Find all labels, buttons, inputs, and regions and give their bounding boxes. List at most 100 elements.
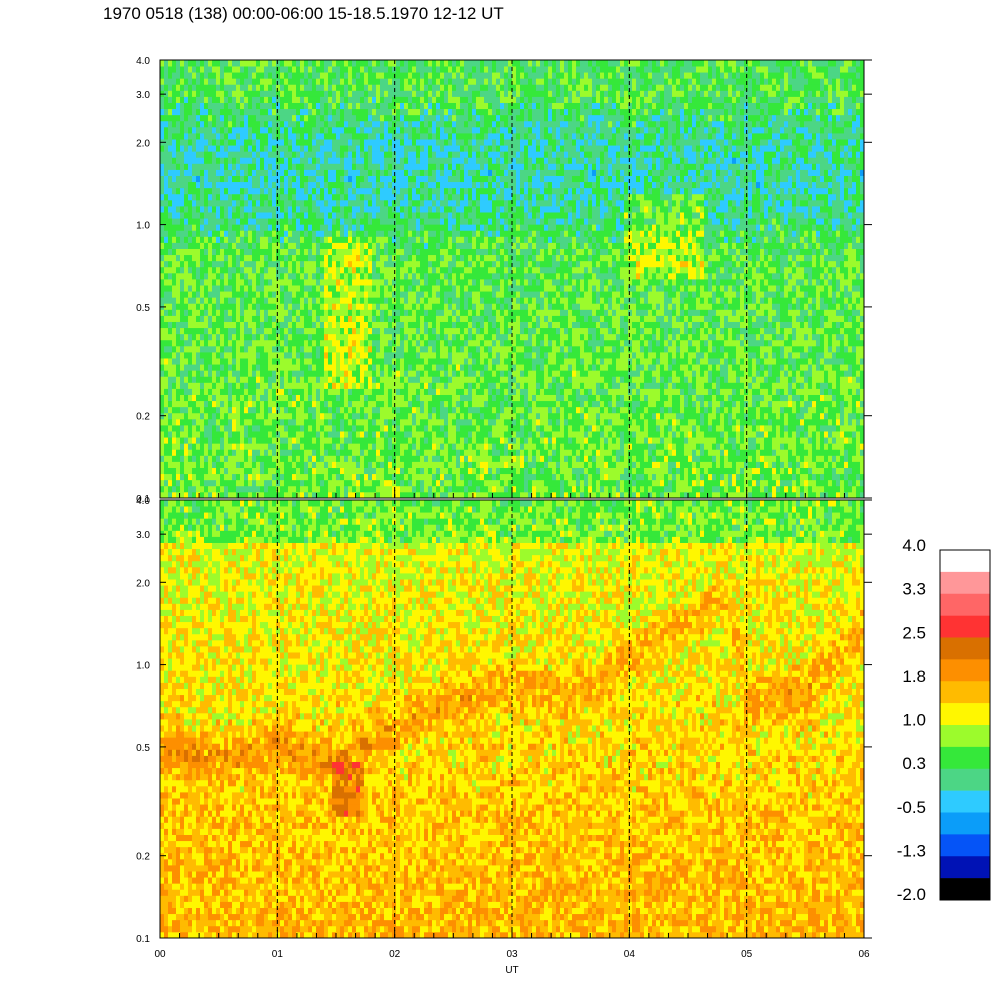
heatmap-cell [304, 437, 308, 443]
heatmap-cell [252, 255, 256, 261]
heatmap-cell [208, 449, 212, 455]
heatmap-cell [168, 200, 172, 206]
heatmap-cell [172, 267, 176, 273]
heatmap-cell [264, 230, 268, 236]
heatmap-cell [368, 206, 372, 212]
heatmap-cell [384, 401, 388, 407]
heatmap-cell [424, 133, 428, 139]
heatmap-cell [196, 127, 200, 133]
heatmap-cell [384, 66, 388, 72]
heatmap-cell [284, 340, 288, 346]
heatmap-cell [396, 212, 400, 218]
heatmap-cell [416, 170, 420, 176]
heatmap-cell [244, 139, 248, 145]
heatmap-cell [432, 358, 436, 364]
heatmap-cell [408, 151, 412, 157]
heatmap-cell [300, 145, 304, 151]
heatmap-cell [196, 249, 200, 255]
heatmap-cell [176, 285, 180, 291]
heatmap-cell [264, 115, 268, 121]
heatmap-cell [404, 316, 408, 322]
heatmap-cell [420, 218, 424, 224]
heatmap-cell [268, 72, 272, 78]
heatmap-cell [424, 90, 428, 96]
heatmap-cell [276, 97, 280, 103]
heatmap-cell [328, 474, 332, 480]
heatmap-cell [200, 407, 204, 413]
heatmap-cell [240, 316, 244, 322]
heatmap-cell [424, 255, 428, 261]
heatmap-cell [224, 188, 228, 194]
heatmap-cell [240, 218, 244, 224]
heatmap-cell [184, 194, 188, 200]
heatmap-cell [336, 243, 340, 249]
heatmap-cell [312, 279, 316, 285]
heatmap-cell [384, 462, 388, 468]
heatmap-cell [204, 218, 208, 224]
heatmap-cell [404, 145, 408, 151]
heatmap-cell [176, 431, 180, 437]
heatmap-cell [236, 206, 240, 212]
heatmap-cell [372, 145, 376, 151]
heatmap-cell [172, 437, 176, 443]
heatmap-cell [168, 90, 172, 96]
heatmap-cell [356, 243, 360, 249]
heatmap-cell [176, 395, 180, 401]
heatmap-cell [264, 188, 268, 194]
heatmap-cell [356, 437, 360, 443]
heatmap-cell [256, 297, 260, 303]
heatmap-cell [400, 182, 404, 188]
heatmap-cell [232, 200, 236, 206]
heatmap-cell [312, 352, 316, 358]
heatmap-cell [384, 127, 388, 133]
heatmap-cell [176, 236, 180, 242]
heatmap-cell [360, 188, 364, 194]
heatmap-cell [268, 425, 272, 431]
heatmap-cell [296, 188, 300, 194]
heatmap-cell [252, 322, 256, 328]
heatmap-cell [160, 188, 164, 194]
heatmap-cell [276, 157, 280, 163]
heatmap-cell [404, 309, 408, 315]
heatmap-cell [368, 401, 372, 407]
heatmap-cell [412, 285, 416, 291]
heatmap-cell [432, 139, 436, 145]
heatmap-cell [288, 261, 292, 267]
heatmap-cell [408, 176, 412, 182]
heatmap-cell [352, 60, 356, 66]
heatmap-cell [236, 443, 240, 449]
heatmap-cell [284, 121, 288, 127]
heatmap-cell [236, 72, 240, 78]
heatmap-cell [320, 182, 324, 188]
heatmap-cell [184, 346, 188, 352]
heatmap-cell [356, 389, 360, 395]
heatmap-cell [416, 389, 420, 395]
heatmap-cell [244, 328, 248, 334]
heatmap-cell [232, 78, 236, 84]
heatmap-cell [204, 449, 208, 455]
heatmap-cell [364, 316, 368, 322]
heatmap-cell [292, 437, 296, 443]
heatmap-cell [376, 200, 380, 206]
heatmap-cell [408, 419, 412, 425]
heatmap-cell [404, 72, 408, 78]
heatmap-cell [256, 145, 260, 151]
heatmap-cell [372, 151, 376, 157]
heatmap-cell [296, 66, 300, 72]
heatmap-cell [356, 309, 360, 315]
heatmap-cell [244, 474, 248, 480]
heatmap-cell [312, 78, 316, 84]
heatmap-cell [292, 218, 296, 224]
heatmap-cell [176, 291, 180, 297]
heatmap-cell [364, 66, 368, 72]
heatmap-cell [256, 151, 260, 157]
heatmap-cell [312, 492, 316, 498]
heatmap-cell [432, 370, 436, 376]
heatmap-cell [320, 370, 324, 376]
heatmap-cell [380, 212, 384, 218]
heatmap-cell [400, 176, 404, 182]
heatmap-cell [324, 322, 328, 328]
heatmap-cell [176, 358, 180, 364]
heatmap-cell [256, 224, 260, 230]
heatmap-cell [380, 303, 384, 309]
